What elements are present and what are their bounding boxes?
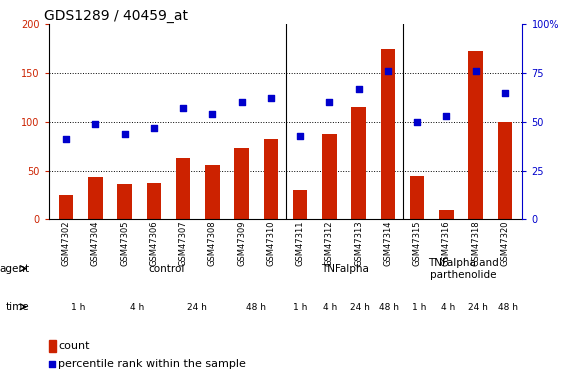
Text: 1 h: 1 h [293,303,308,312]
Point [296,132,305,138]
Text: 24 h: 24 h [468,303,488,312]
Text: TNFalpha and
parthenolide: TNFalpha and parthenolide [428,258,498,280]
Point [243,284,252,290]
Text: control: control [149,264,185,274]
Text: agent: agent [0,264,30,273]
Text: 1 h: 1 h [412,303,426,312]
Bar [234,148,249,219]
Point [325,99,334,105]
Text: 1 h: 1 h [71,303,85,312]
Text: 4 h: 4 h [130,303,144,312]
Text: 48 h: 48 h [246,303,266,312]
Point [354,86,363,92]
Bar [147,183,161,219]
Text: percentile rank within the sample: percentile rank within the sample [58,359,246,369]
Point [120,130,129,136]
Bar [117,184,132,219]
Bar [49,340,56,352]
Point [149,125,158,131]
Text: 48 h: 48 h [498,303,518,312]
Point [413,119,422,125]
Point [266,96,275,102]
Text: 4 h: 4 h [323,303,337,312]
Text: 24 h: 24 h [187,303,207,312]
Bar [322,134,337,219]
Bar [381,49,395,219]
Text: 4 h: 4 h [441,303,456,312]
Point [208,111,217,117]
Point [383,68,392,74]
Text: GDS1289 / 40459_at: GDS1289 / 40459_at [44,9,188,23]
Text: 24 h: 24 h [349,303,369,312]
Point [442,113,451,119]
Bar [59,195,74,219]
Point [179,105,188,111]
Point [237,99,246,105]
Bar [264,140,278,219]
Bar [293,190,307,219]
Text: TNFalpha: TNFalpha [321,264,369,274]
Bar [351,107,366,219]
Bar [88,177,103,219]
Bar [439,210,454,219]
Point [471,68,480,74]
Bar [410,176,424,219]
Text: time: time [6,302,30,312]
Point [62,136,71,142]
Bar [497,122,512,219]
Text: count: count [58,341,90,351]
Bar [468,51,483,219]
Bar [176,158,190,219]
Text: 48 h: 48 h [379,303,399,312]
Bar [205,165,220,219]
Point [500,90,509,96]
Point [91,121,100,127]
